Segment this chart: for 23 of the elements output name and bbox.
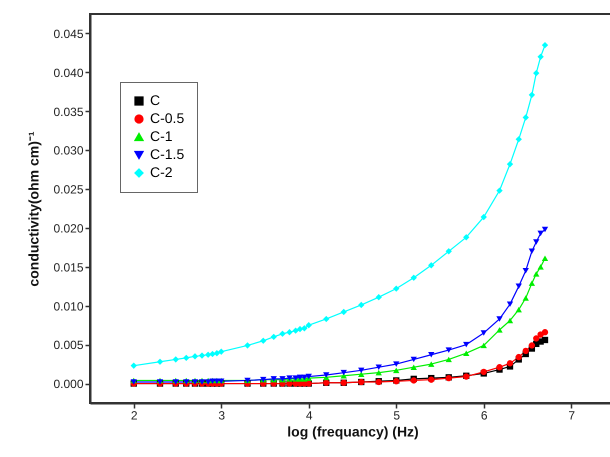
legend-label: C-1 xyxy=(150,128,173,144)
y-tick-label: 0.000 xyxy=(53,377,84,392)
x-tick-label: 6 xyxy=(480,408,488,422)
y-tick-label: 0.045 xyxy=(53,26,84,41)
y-tick-label: 0.020 xyxy=(53,221,84,236)
x-tick-label: 2 xyxy=(130,408,138,422)
y-tick-label: 0.010 xyxy=(53,299,84,314)
x-tick-label: 7 xyxy=(568,408,576,422)
legend-label: C-2 xyxy=(150,164,173,180)
x-axis-title: log (frequancy) (Hz) xyxy=(287,424,419,440)
y-tick-label: 0.025 xyxy=(53,182,84,197)
legend-label: C-0.5 xyxy=(150,110,184,126)
legend-label: C-1.5 xyxy=(150,146,184,162)
y-tick-label: 0.015 xyxy=(53,260,84,274)
legend-label: C xyxy=(150,92,160,108)
y-tick-label: 0.040 xyxy=(53,66,84,80)
y-tick-label: 0.030 xyxy=(53,144,84,158)
x-tick-label: 5 xyxy=(393,408,400,422)
y-axis-title: conductivity(ohm cm)⁻¹ xyxy=(25,131,42,287)
y-tick-label: 0.035 xyxy=(53,104,84,119)
y-tick-label: 0.005 xyxy=(53,338,84,352)
x-tick-label: 3 xyxy=(218,408,226,422)
x-tick-label: 4 xyxy=(306,408,313,422)
